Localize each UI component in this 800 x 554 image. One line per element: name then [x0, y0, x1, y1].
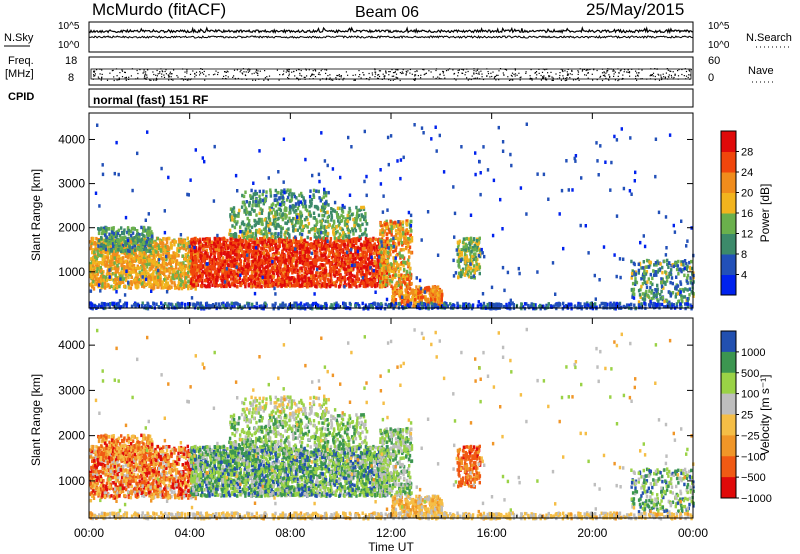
nave-top-value: 60	[708, 55, 720, 67]
echo-cells	[89, 327, 695, 521]
freq-label-1: Freq.	[8, 55, 34, 67]
power-panel: 1000 2000 3000 4000	[58, 112, 695, 311]
colorbar-tick-label: 12	[741, 229, 753, 241]
colorbar-tick-label: −1000	[741, 493, 772, 505]
y-tick-label: 2000	[58, 221, 85, 235]
y-tick-label: 4000	[58, 132, 85, 146]
power-ylabel: Slant Range [km]	[29, 169, 43, 261]
power-colorbar-label: Power [dB]	[758, 184, 772, 243]
nsearch-label: N.Search	[746, 32, 792, 44]
nsky-top-value: 10^5	[58, 21, 80, 32]
colorbar-tick-label: 16	[741, 208, 753, 220]
velocity-colorbar: 1000 500 100 25 −25 −100 −500 −1000	[720, 330, 772, 505]
nsky-bottom-value: 10^0	[58, 40, 80, 51]
colorbar-tick-label: −100	[741, 451, 766, 463]
colorbar-tick-label: 28	[741, 147, 753, 159]
date-label: 25/May/2015	[586, 0, 684, 19]
x-tick-label: 20:00	[577, 526, 607, 540]
x-tick-label: 00:00	[74, 526, 104, 540]
station-title: McMurdo (fitACF)	[92, 0, 226, 19]
freq-panel	[88, 56, 694, 86]
nsky-trace	[88, 25, 694, 39]
freq-bottom-value: 8	[68, 72, 74, 84]
y-tick-label: 3000	[58, 177, 85, 191]
nsky-label: N.Sky	[4, 32, 34, 44]
power-colorbar: 4 8 12 16 20 24 28	[720, 130, 753, 296]
time-xlabel: Time UT	[368, 540, 414, 554]
x-tick-label: 08:00	[275, 526, 305, 540]
x-tick-label: 16:00	[477, 526, 507, 540]
x-tick-label: 04:00	[175, 526, 205, 540]
velocity-panel: 1000 2000 3000 4000 00:00 04:00 08:00 12:00 16:0…	[58, 317, 708, 540]
colorbar-tick-label: −500	[741, 472, 766, 484]
colorbar-tick-label: 24	[741, 167, 753, 179]
freq-trace	[90, 68, 692, 82]
velocity-colorbar-label: Velocity [m s⁻¹]	[758, 374, 772, 455]
velocity-ylabel: Slant Range [km]	[29, 374, 43, 466]
colorbar-tick-label: 100	[741, 389, 759, 401]
y-tick-label: 4000	[58, 338, 85, 352]
colorbar-tick-label: 25	[741, 410, 753, 422]
y-tick-label: 1000	[58, 265, 85, 279]
x-tick-label: 12:00	[376, 526, 406, 540]
y-tick-label: 2000	[58, 429, 85, 443]
nave-bottom-value: 0	[708, 72, 714, 84]
cpid-label: CPID	[8, 91, 34, 103]
x-tick-label: 00:00	[678, 526, 708, 540]
echo-cells	[89, 122, 695, 311]
freq-label-2: [MHz]	[5, 68, 34, 80]
beam-label: Beam 06	[355, 4, 419, 21]
colorbar-tick-label: 20	[741, 188, 753, 200]
nave-label: Nave	[748, 65, 774, 77]
colorbar-tick-label: −25	[741, 430, 760, 442]
freq-top-value: 18	[65, 55, 77, 67]
mode-label: normal (fast) 151 RF	[93, 93, 208, 107]
nsearch-bottom-value: 10^0	[708, 40, 730, 51]
nsearch-top-value: 10^5	[708, 21, 730, 32]
y-tick-label: 3000	[58, 383, 85, 397]
colorbar-tick-label: 4	[741, 270, 747, 282]
colorbar-tick-label: 500	[741, 368, 759, 380]
colorbar-tick-label: 1000	[741, 347, 765, 359]
cpid-panel	[88, 88, 694, 108]
colorbar-tick-label: 8	[741, 249, 747, 261]
y-tick-label: 1000	[58, 474, 85, 488]
